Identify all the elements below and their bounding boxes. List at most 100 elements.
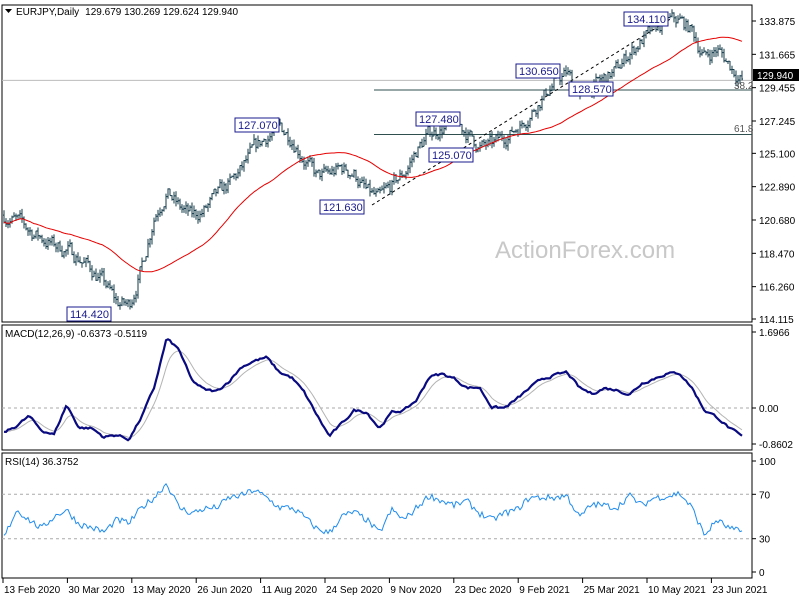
date-axis-label: 13 May 2020 bbox=[133, 585, 191, 596]
price-bar bbox=[633, 45, 635, 56]
price-bar bbox=[499, 131, 501, 138]
price-bar bbox=[433, 126, 435, 137]
price-bar bbox=[41, 234, 43, 244]
price-bar bbox=[177, 197, 179, 205]
price-bar bbox=[227, 178, 229, 194]
price-bar bbox=[63, 251, 65, 259]
price-bar bbox=[551, 83, 553, 92]
price-bar bbox=[391, 179, 393, 196]
price-axis-label: 129.455 bbox=[759, 84, 796, 95]
price-bar bbox=[223, 181, 225, 195]
price-bar bbox=[373, 186, 375, 195]
price-bar bbox=[93, 270, 95, 278]
date-axis-label: 9 Nov 2020 bbox=[390, 585, 442, 596]
price-bar bbox=[155, 214, 157, 222]
price-bar bbox=[647, 26, 649, 33]
price-bar bbox=[59, 240, 61, 252]
price-bar bbox=[269, 132, 271, 142]
last-price-label: 129.940 bbox=[757, 71, 794, 82]
price-bar bbox=[187, 203, 189, 216]
price-bar bbox=[705, 50, 707, 56]
price-axis-label: 122.890 bbox=[759, 183, 796, 194]
price-bar bbox=[125, 299, 127, 306]
price-bar bbox=[567, 67, 569, 76]
price-bar bbox=[703, 47, 705, 54]
price-bar bbox=[139, 266, 141, 284]
fib-38-label: 38.2 bbox=[734, 81, 754, 92]
annotation-125070: 125.070 bbox=[428, 147, 474, 163]
price-bar bbox=[193, 205, 195, 218]
price-bar bbox=[253, 134, 255, 146]
price-bar bbox=[91, 265, 93, 281]
price-bar bbox=[199, 210, 201, 223]
price-bar bbox=[441, 125, 443, 139]
price-bar bbox=[603, 72, 605, 83]
price-bar bbox=[291, 139, 293, 150]
price-bar bbox=[143, 260, 145, 262]
price-bar bbox=[411, 154, 413, 168]
price-bar bbox=[137, 274, 139, 299]
fib-61-label: 61.8 bbox=[734, 124, 754, 135]
price-bar bbox=[65, 249, 67, 257]
price-bar bbox=[339, 164, 341, 167]
price-bar bbox=[257, 135, 259, 149]
price-bar bbox=[473, 135, 475, 148]
price-axis-label: 125.100 bbox=[759, 149, 796, 160]
date-axis-label: 23 Dec 2020 bbox=[455, 585, 512, 596]
rsi-title: RSI(14) 36.3752 bbox=[5, 457, 79, 468]
price-bar bbox=[247, 148, 249, 164]
price-bar bbox=[103, 268, 105, 286]
price-bar bbox=[237, 168, 239, 179]
price-bar bbox=[201, 208, 203, 218]
price-bar bbox=[335, 163, 337, 176]
price-bar bbox=[533, 108, 535, 113]
price-bar bbox=[535, 109, 537, 117]
price-bar bbox=[197, 210, 199, 224]
annotation-label: 127.480 bbox=[419, 114, 459, 126]
collapse-triangle-icon[interactable] bbox=[5, 9, 12, 13]
ohlc-values: 129.679 130.269 129.624 129.940 bbox=[85, 7, 238, 18]
date-axis-label: 11 Aug 2020 bbox=[262, 585, 318, 596]
symbol-title: EURJPY,Daily bbox=[16, 7, 79, 18]
price-bar bbox=[161, 209, 163, 216]
price-bar bbox=[623, 53, 625, 67]
price-bar bbox=[599, 74, 601, 82]
price-bar bbox=[505, 138, 507, 150]
price-bar bbox=[617, 59, 619, 69]
price-bar bbox=[419, 141, 421, 149]
price-bar bbox=[211, 192, 213, 201]
price-bar bbox=[735, 70, 737, 87]
price-bar bbox=[511, 126, 513, 133]
price-bar bbox=[475, 143, 477, 153]
price-bar bbox=[263, 138, 265, 142]
price-bar bbox=[79, 256, 81, 264]
price-bar bbox=[737, 75, 739, 87]
price-bar bbox=[367, 183, 369, 189]
price-bar bbox=[121, 296, 123, 307]
price-bar bbox=[439, 126, 441, 142]
price-bar bbox=[213, 188, 215, 195]
price-bar bbox=[465, 127, 467, 144]
price-bar bbox=[47, 237, 49, 250]
price-bar bbox=[167, 188, 169, 199]
price-bar bbox=[381, 185, 383, 191]
annotation-127480: 127.480 bbox=[415, 111, 461, 127]
price-bar bbox=[49, 237, 51, 246]
price-bar bbox=[537, 105, 539, 119]
date-axis-label: 30 Mar 2020 bbox=[68, 585, 125, 596]
date-axis-label: 26 Jun 2020 bbox=[197, 585, 252, 596]
price-bar bbox=[51, 235, 53, 246]
price-bar bbox=[529, 117, 531, 128]
price-bar bbox=[127, 298, 129, 308]
price-bar bbox=[423, 136, 425, 147]
price-bar bbox=[313, 157, 315, 177]
price-bar bbox=[525, 124, 527, 131]
price-bar bbox=[33, 234, 35, 240]
price-bar bbox=[259, 139, 261, 148]
date-axis-label: 13 Feb 2020 bbox=[4, 585, 61, 596]
price-bar bbox=[39, 234, 41, 239]
annotation-121630: 121.630 bbox=[319, 199, 365, 215]
price-bar bbox=[243, 160, 245, 172]
price-bar bbox=[327, 165, 329, 174]
